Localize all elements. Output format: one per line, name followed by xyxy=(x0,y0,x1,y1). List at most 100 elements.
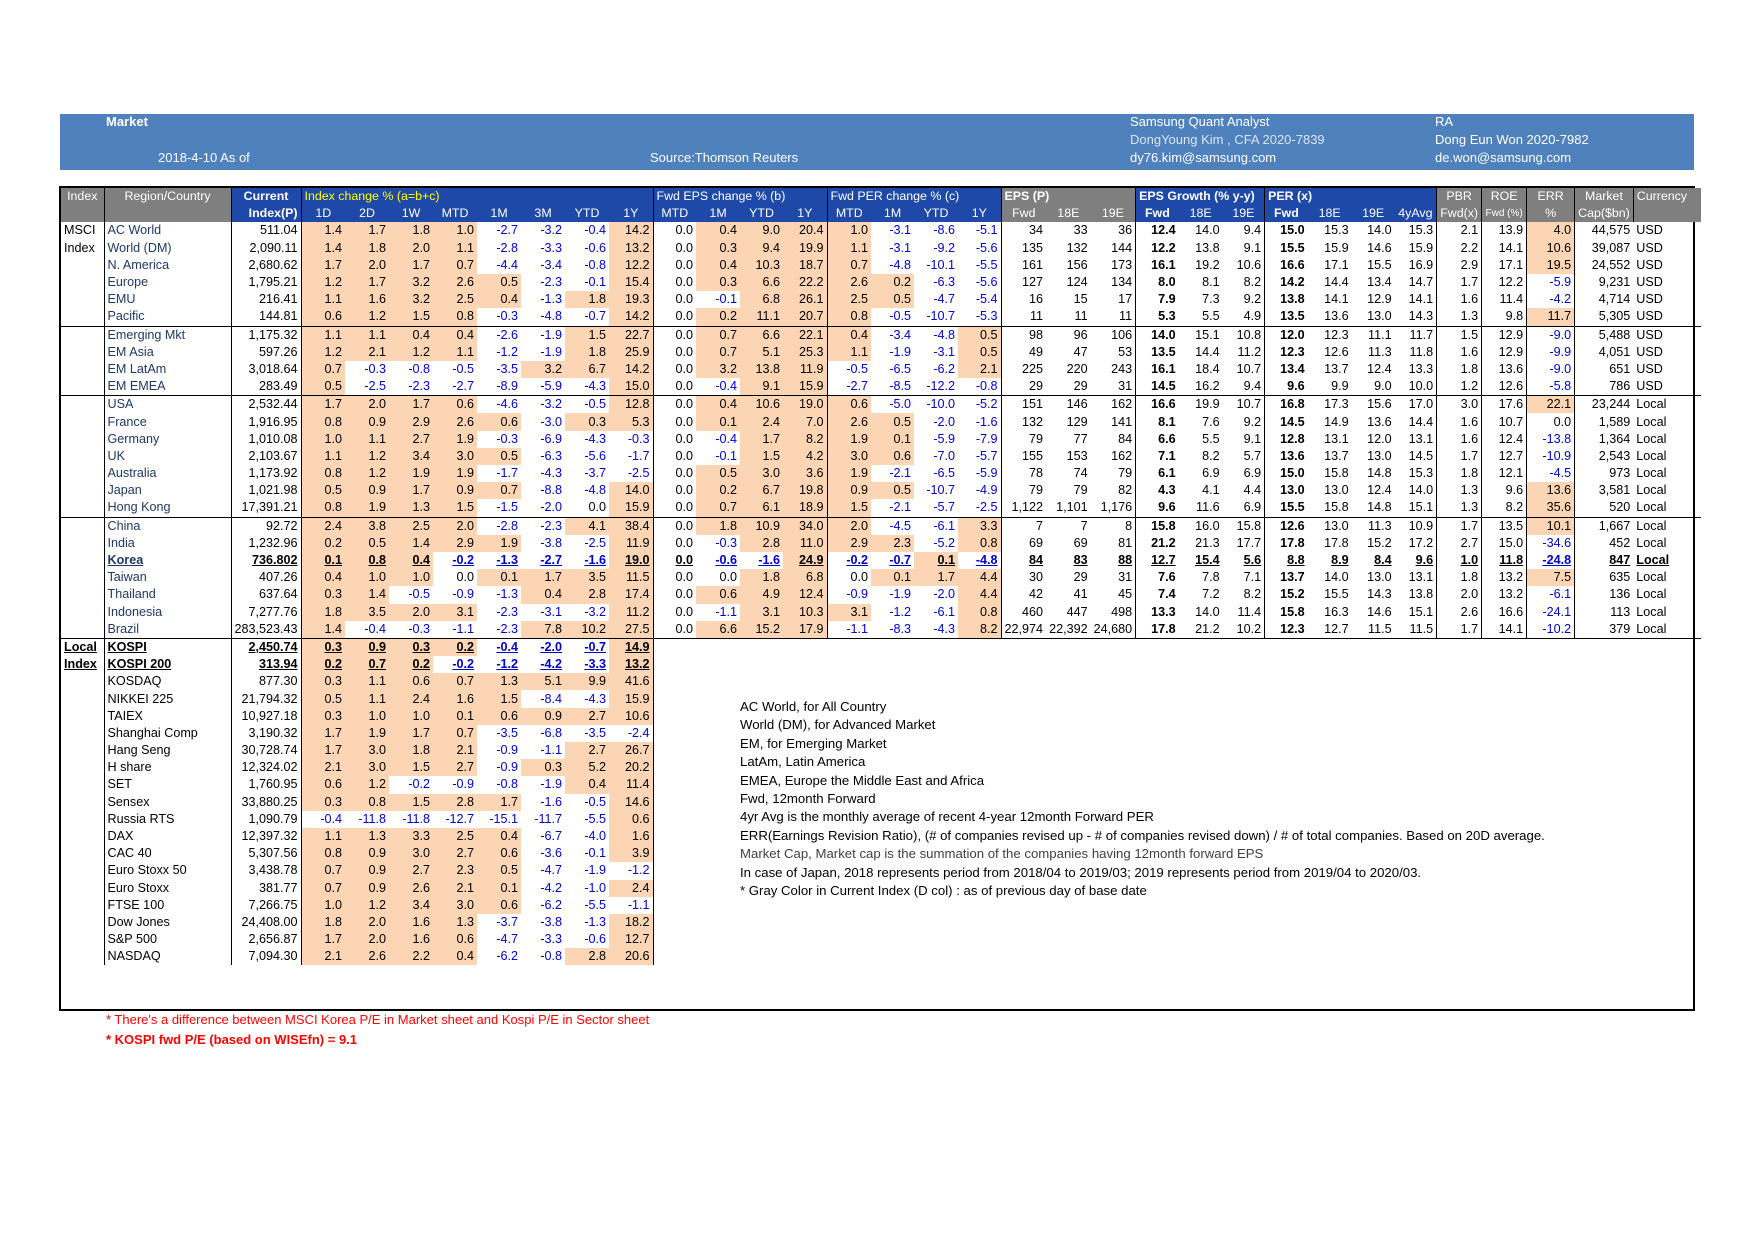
current-index: 10,927.18 xyxy=(230,707,302,725)
index-change-cell: 1.2 xyxy=(345,447,390,465)
pbr-cell: 3.0 xyxy=(1436,395,1482,414)
index-change-cell: -6.9 xyxy=(540,431,563,446)
index-change-cell: -1.0 xyxy=(584,880,607,895)
index-change-cell: -6.2 xyxy=(496,949,519,964)
eps-value-cell: 17 xyxy=(1118,292,1133,307)
pbr-cell: 1.6 xyxy=(1436,413,1482,431)
per-value-cell: 15.5 xyxy=(1367,257,1392,272)
per-value-cell: 15.2 xyxy=(1367,535,1392,550)
per-value-cell: 14.9 xyxy=(1324,414,1349,429)
per-change-cell: -6.5 xyxy=(933,466,956,481)
roe-cell: 8.2 xyxy=(1481,499,1527,518)
eps-growth-cell: 16.2 xyxy=(1195,379,1220,394)
eps-change-cell: 0.0 xyxy=(652,360,697,379)
header-region: Region/Country xyxy=(103,188,231,206)
per-change-cell: 4.4 xyxy=(958,569,1002,587)
pbr-cell: 1.3 xyxy=(1436,499,1482,518)
header-eps-change-ytd: YTD xyxy=(740,205,784,223)
table-row: Korea 736.802 0.1 0.8 0.4 -0.2 -1.3 -2.7 -1.6 19.… xyxy=(61,551,1701,570)
per-value-cell: 17.8 xyxy=(1324,535,1349,550)
index-change-cell: 2.9 xyxy=(433,534,478,552)
index-change-cell: -0.5 xyxy=(408,587,431,602)
currency-cell: USD xyxy=(1636,292,1663,307)
header-index-change-ytd: YTD xyxy=(565,205,610,223)
local-index-name: Russia RTS xyxy=(103,810,231,828)
eps-value-cell: 24,680 xyxy=(1093,621,1133,636)
per-value-cell: 11.3 xyxy=(1351,516,1395,535)
index-change-cell: 0.3 xyxy=(389,637,434,657)
eps-value-cell: 33 xyxy=(1073,223,1088,238)
eps-growth-cell: 4.9 xyxy=(1243,309,1262,324)
index-change-cell: 3.9 xyxy=(609,845,654,863)
err-cell: -34.6 xyxy=(1526,534,1575,552)
per-change-cell: 2.6 xyxy=(826,413,872,431)
index-change-cell: 0.4 xyxy=(521,586,566,604)
market-cap-cell: 24,552 xyxy=(1574,256,1634,274)
eps-change-cell: 0.0 xyxy=(652,551,697,570)
local-index-name: DAX xyxy=(103,827,231,846)
eps-change-cell: 0.3 xyxy=(696,239,741,257)
table-row: EM LatAm 3,018.64 0.7 -0.3 -0.8 -0.5 -3.5 3.2 6.… xyxy=(61,360,1701,379)
index-change-cell: -3.8 xyxy=(540,535,563,550)
index-change-cell: -1.5 xyxy=(496,500,519,515)
eps-growth-cell: 14.4 xyxy=(1195,344,1220,359)
index-change-cell: 1.1 xyxy=(345,673,390,691)
per-change-cell: -5.6 xyxy=(975,240,998,255)
header-row-1: Index Region/Country Current Index chang… xyxy=(61,188,1702,206)
banner-analyst-team: Samsung Quant Analyst xyxy=(1130,114,1270,129)
index-change-cell: -2.7 xyxy=(496,223,519,238)
header-per: PER (x) xyxy=(1264,188,1437,206)
currency-cell: Local xyxy=(1636,483,1667,498)
index-change-cell: 2.0 xyxy=(433,516,478,535)
eps-value-cell: 447 xyxy=(1066,604,1088,619)
market-cap-cell: 520 xyxy=(1574,499,1634,518)
group-label xyxy=(61,465,104,482)
per-change-cell: -2.0 xyxy=(933,414,956,429)
per-value-cell: 10.9 xyxy=(1394,516,1437,535)
header-per-change: Fwd PER change % (c) xyxy=(826,188,1002,206)
eps-value-cell: 34 xyxy=(1000,222,1047,240)
eps-growth-cell: 7.2 xyxy=(1202,587,1220,602)
eps-value-cell: 8 xyxy=(1090,516,1136,535)
header-eps-18e: 18E xyxy=(1046,205,1091,223)
per-change-cell: 1.1 xyxy=(826,343,872,361)
current-index: 3,190.32 xyxy=(230,724,302,742)
index-change-cell: 2.1 xyxy=(433,742,478,760)
index-change-cell: -2.3 xyxy=(496,621,519,636)
index-change-cell: 26.7 xyxy=(609,742,654,760)
local-index-row: Dow Jones 24,408.00 1.8 2.0 1.6 1.3 -3.7 -3.8 -1… xyxy=(61,913,1702,932)
currency-cell: USD xyxy=(1636,223,1663,238)
index-change-cell: 0.6 xyxy=(609,810,654,828)
eps-growth-cell: 13.8 xyxy=(1195,240,1220,255)
header-eps-change-1y: 1Y xyxy=(783,205,828,223)
per-change-cell: 3.0 xyxy=(826,447,872,465)
current-index: 2,532.44 xyxy=(230,395,302,414)
header-per-change-1m: 1M xyxy=(871,205,915,223)
index-change-cell: -1.1 xyxy=(452,621,475,636)
index-change-cell: 1.0 xyxy=(389,707,434,725)
local-index-name: TAIEX xyxy=(103,707,231,725)
eps-value-cell: 29 xyxy=(1073,570,1088,585)
roe-cell: 9.8 xyxy=(1481,308,1527,326)
per-value-cell: 14.0 xyxy=(1408,483,1434,498)
eps-change-cell: 0.4 xyxy=(696,222,741,240)
eps-value-cell: 29 xyxy=(1073,379,1088,394)
eps-change-cell: 0.0 xyxy=(652,430,697,448)
eps-change-cell: -0.1 xyxy=(715,292,738,307)
current-index: 1,232.96 xyxy=(230,534,302,552)
pbr-cell: 1.7 xyxy=(1436,620,1482,639)
index-change-cell: 0.8 xyxy=(300,465,346,483)
current-index: 381.77 xyxy=(230,879,302,897)
eps-value-cell: 22,392 xyxy=(1049,621,1088,636)
per-value-cell: 14.4 xyxy=(1408,414,1434,429)
current-index: 17,391.21 xyxy=(230,499,302,518)
eps-change-cell: 1.8 xyxy=(740,569,784,587)
eps-change-cell: -0.4 xyxy=(715,431,738,446)
banner-date: 2018-4-10 As of xyxy=(158,150,250,165)
eps-value-cell: 11 xyxy=(1074,309,1088,324)
per-value-cell: 15.9 xyxy=(1408,240,1434,255)
index-change-cell: 2.7 xyxy=(433,759,478,777)
local-index-name: FTSE 100 xyxy=(103,896,231,914)
eps-value-cell: 88 xyxy=(1118,553,1133,568)
eps-growth-cell: 21.2 xyxy=(1195,621,1220,636)
